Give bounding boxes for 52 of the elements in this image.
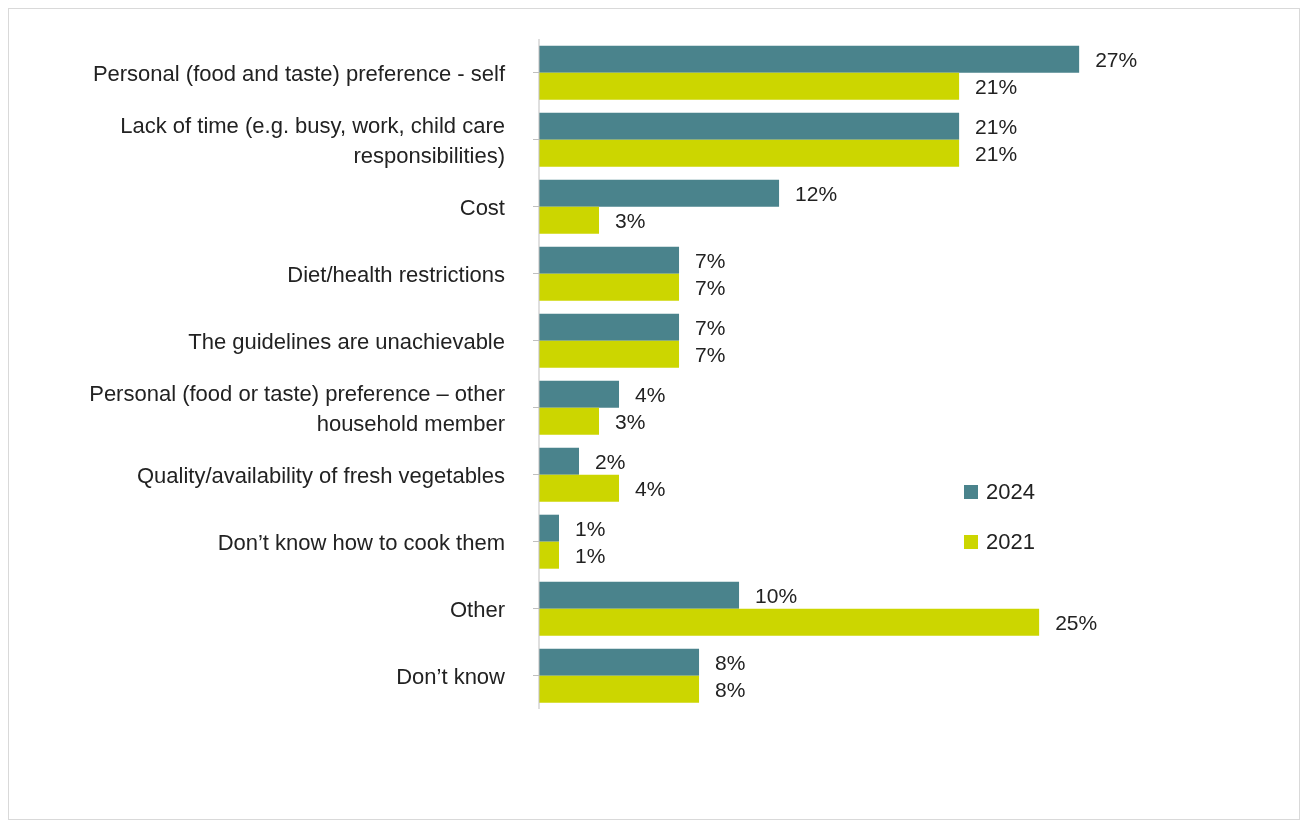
data-label: 7% <box>695 248 726 272</box>
bar <box>539 675 700 703</box>
data-label: 8% <box>715 677 746 701</box>
legend-label: 2021 <box>985 529 1036 555</box>
bar <box>539 447 580 475</box>
y-tick-label: Lack of time (e.g. busy, work, child care responsibilities) <box>120 112 505 167</box>
data-label: 1% <box>575 516 606 540</box>
bar <box>539 608 1040 636</box>
bar <box>539 72 960 100</box>
y-tick-label: The guidelines are unachievable <box>188 328 505 353</box>
bar <box>539 514 560 542</box>
data-label: 7% <box>695 275 726 299</box>
bar <box>539 45 1080 73</box>
y-tick-label: Don’t know how to cook them <box>217 529 505 554</box>
bar <box>539 340 680 368</box>
data-label: 25% <box>1055 610 1098 634</box>
y-tick-label: Other <box>449 596 505 621</box>
y-tick-label: Quality/availability of fresh vegetables <box>136 462 505 487</box>
data-label: 21% <box>975 141 1018 165</box>
y-tick-label: Diet/health restrictions <box>287 261 505 286</box>
data-label: 1% <box>575 543 606 567</box>
bar <box>539 273 680 301</box>
data-label: 2% <box>595 449 626 473</box>
data-label: 7% <box>695 315 726 339</box>
data-label: 7% <box>695 342 726 366</box>
bar <box>539 206 600 234</box>
bar <box>539 581 740 609</box>
bar <box>539 246 680 274</box>
data-label: 4% <box>635 476 666 500</box>
data-label: 12% <box>795 181 838 205</box>
data-label: 4% <box>635 382 666 406</box>
y-tick-label: Cost <box>459 194 505 219</box>
data-label: 21% <box>975 74 1018 98</box>
legend-label: 2024 <box>985 479 1036 505</box>
bar <box>539 541 560 569</box>
bar <box>539 179 780 207</box>
bar <box>539 474 620 502</box>
bar <box>539 313 680 341</box>
data-label: 3% <box>615 409 646 433</box>
bar <box>539 380 620 408</box>
bar <box>539 112 960 140</box>
y-tick-label: Personal (food and taste) preference - self <box>92 60 506 85</box>
data-label: 10% <box>755 583 798 607</box>
bar <box>539 648 700 676</box>
data-label: 27% <box>1095 47 1138 71</box>
data-label: 8% <box>715 650 746 674</box>
data-label: 3% <box>615 208 646 232</box>
bar <box>539 407 600 435</box>
bar <box>539 139 960 167</box>
data-label: 21% <box>975 114 1018 138</box>
y-tick-label: Personal (food or taste) preference – other household member <box>89 380 505 435</box>
y-tick-label: Don’t know <box>396 663 506 688</box>
